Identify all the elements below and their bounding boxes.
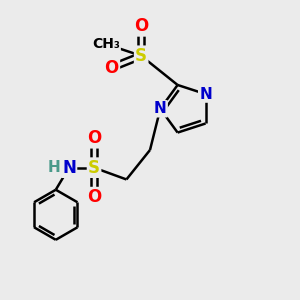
Text: N: N	[199, 87, 212, 102]
Text: S: S	[88, 159, 100, 177]
Text: H: H	[48, 160, 61, 175]
Text: N: N	[154, 101, 167, 116]
Text: O: O	[87, 129, 101, 147]
Text: CH₃: CH₃	[92, 37, 120, 51]
Text: S: S	[135, 47, 147, 65]
Text: N: N	[62, 159, 76, 177]
Text: O: O	[134, 17, 148, 35]
Text: O: O	[87, 188, 101, 206]
Text: O: O	[105, 58, 119, 76]
